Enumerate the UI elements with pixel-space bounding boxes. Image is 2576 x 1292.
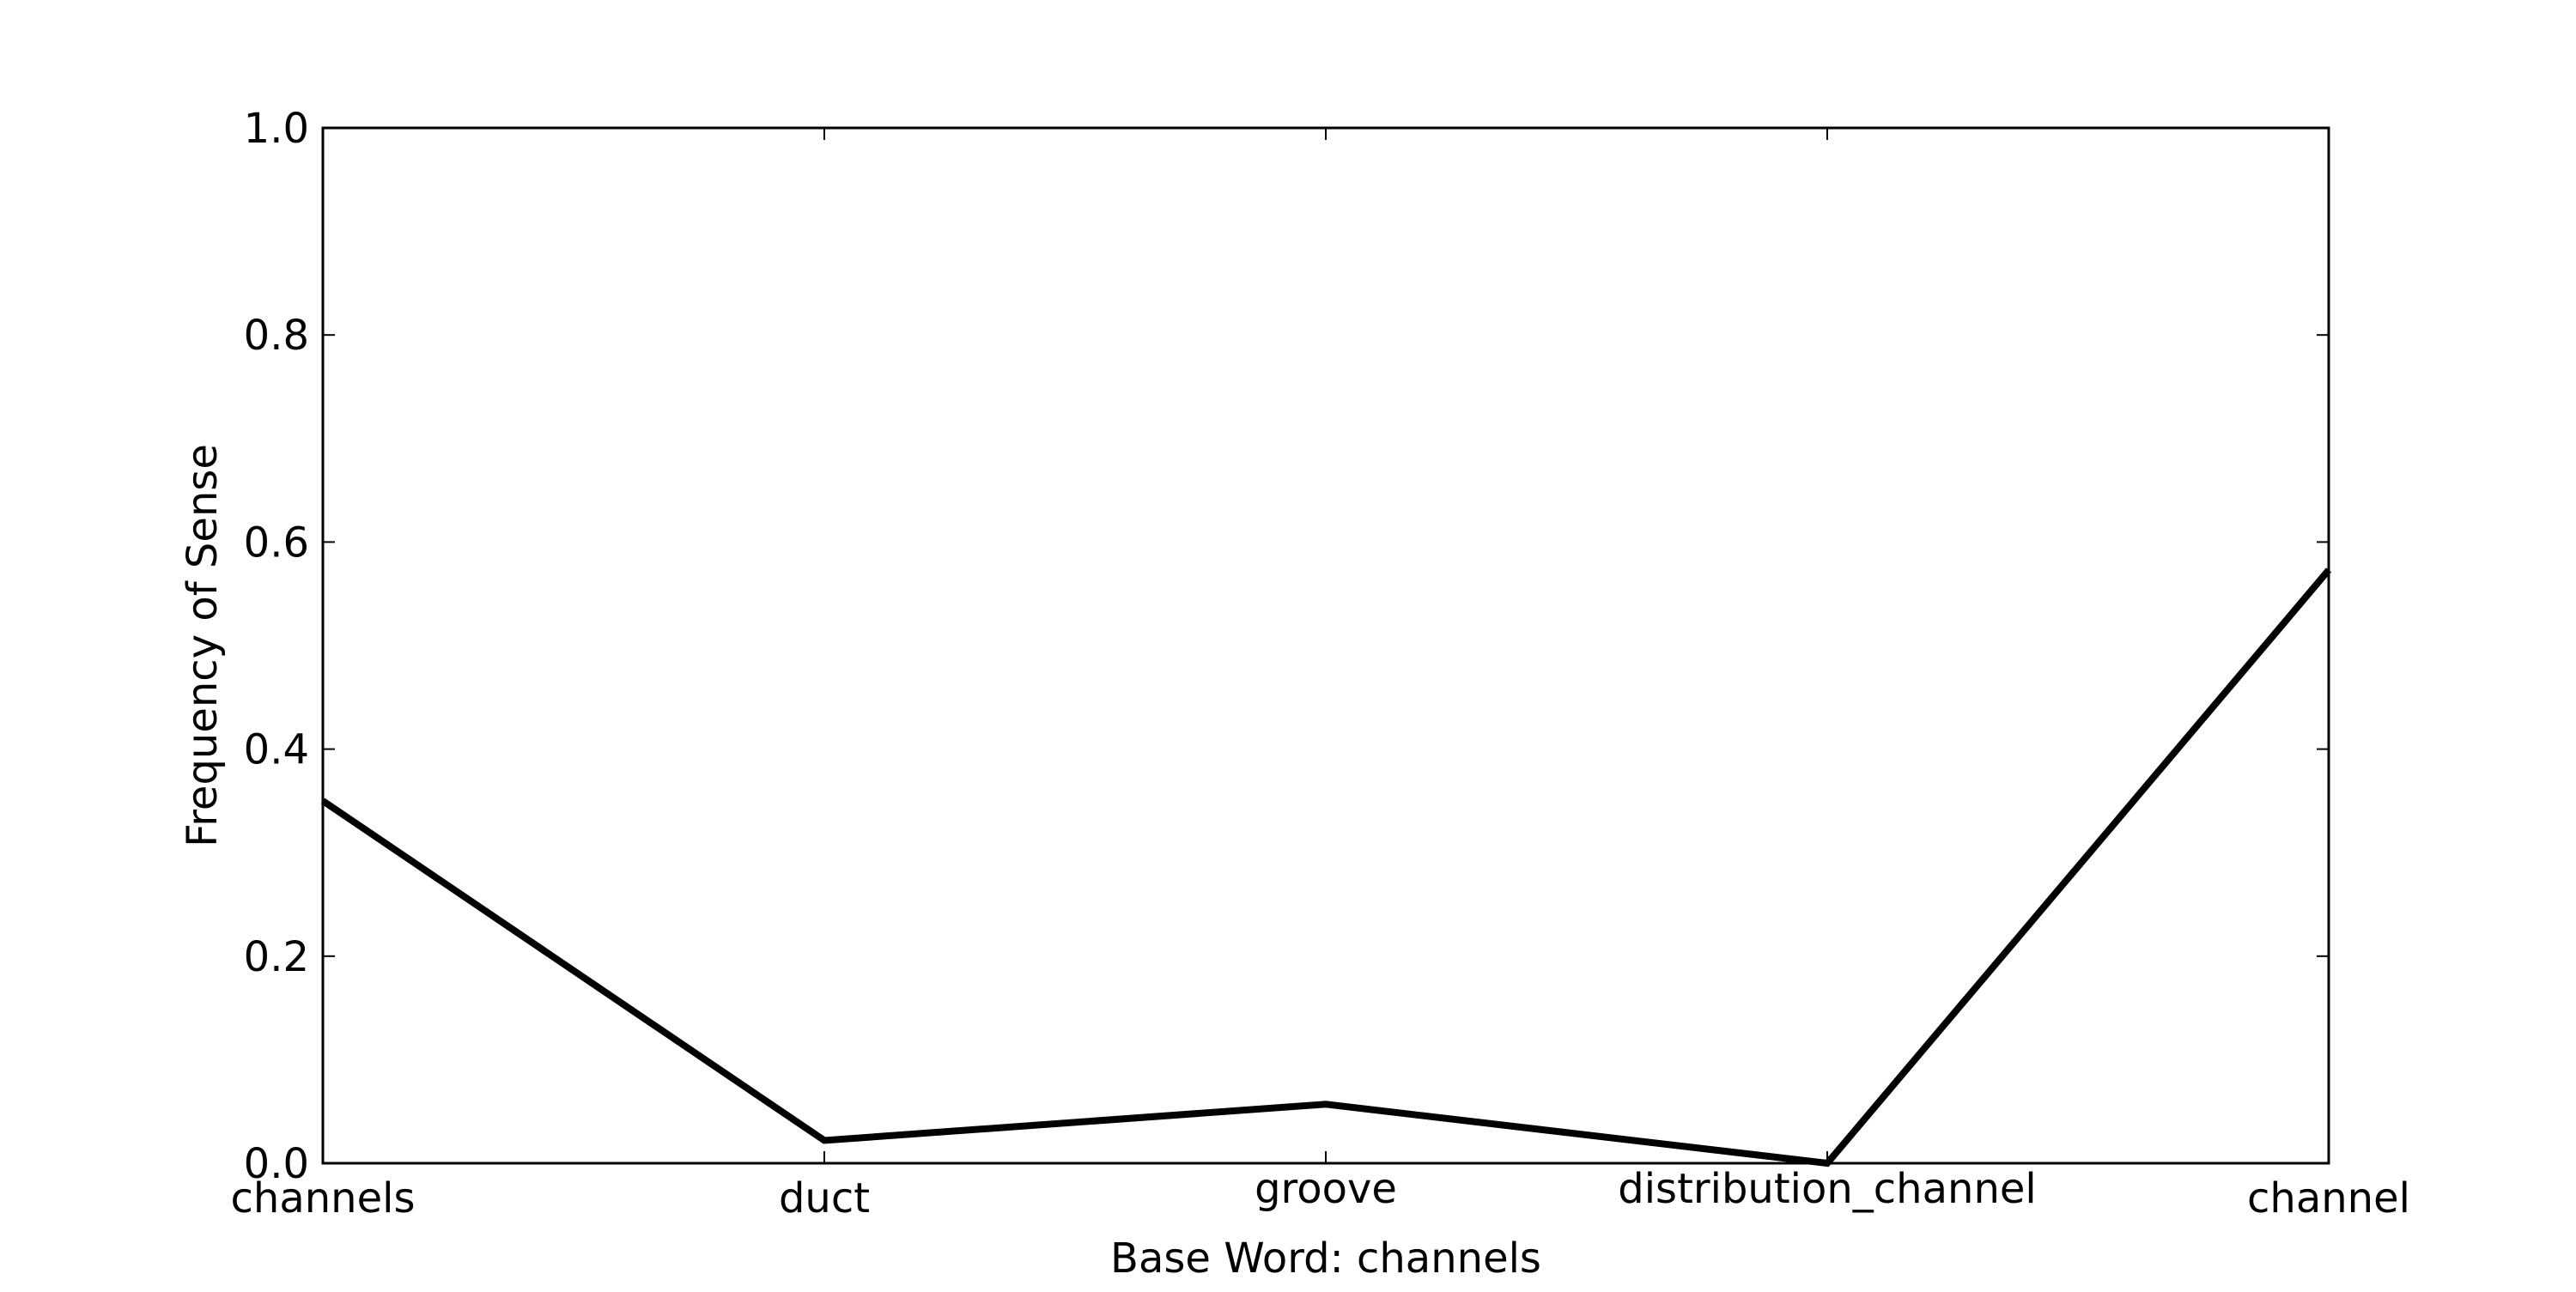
- x-tick-label: duct: [779, 1174, 870, 1222]
- y-tick-label: 0.2: [244, 933, 309, 981]
- plot-frame: [321, 126, 2330, 1165]
- labels-layer: 0.0 0.2 0.4 0.6 0.8 1.0 channels duct groove dist…: [231, 105, 2410, 1222]
- y-tick-label: 0.4: [244, 726, 309, 774]
- y-tick-label: 0.0: [244, 1140, 309, 1188]
- series-line: [320, 567, 2332, 1168]
- x-tick-label: distribution_channel: [1618, 1165, 2036, 1213]
- y-tick-label: 0.8: [244, 312, 309, 360]
- x-tick-label: channels: [231, 1174, 416, 1222]
- x-tick-label: channel: [2247, 1174, 2410, 1222]
- x-axis-label: Base Word: channels: [1110, 1234, 1541, 1283]
- y-axis-label: Frequency of Sense: [179, 444, 227, 847]
- y-tick-label: 0.6: [244, 519, 309, 567]
- x-tick-label: groove: [1255, 1165, 1397, 1213]
- y-tick-label: 1.0: [244, 105, 309, 153]
- plot-background: [323, 128, 2329, 1163]
- series-layer: [320, 567, 2332, 1168]
